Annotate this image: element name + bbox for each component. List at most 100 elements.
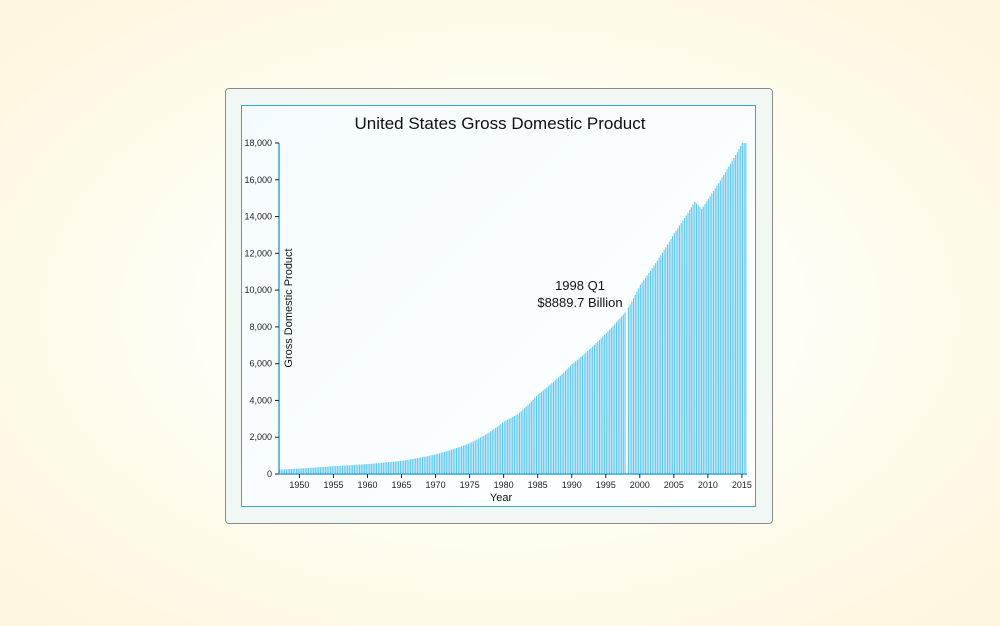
bar[interactable] xyxy=(444,451,446,474)
bar[interactable] xyxy=(301,468,303,474)
bar[interactable] xyxy=(297,468,299,474)
bar[interactable] xyxy=(418,457,420,474)
bar[interactable] xyxy=(546,387,548,474)
bar[interactable] xyxy=(736,152,738,475)
bar[interactable] xyxy=(367,464,369,474)
bar[interactable] xyxy=(420,457,422,474)
bar[interactable] xyxy=(313,467,315,474)
bar[interactable] xyxy=(324,466,327,474)
bar[interactable] xyxy=(425,456,427,474)
bar[interactable] xyxy=(387,462,390,474)
bar[interactable] xyxy=(518,412,521,474)
bar[interactable] xyxy=(561,374,563,474)
bar[interactable] xyxy=(389,462,391,474)
bar[interactable] xyxy=(621,316,623,474)
bar[interactable] xyxy=(369,463,371,474)
bar[interactable] xyxy=(731,160,733,474)
bar[interactable] xyxy=(488,432,490,474)
bar[interactable] xyxy=(399,460,401,474)
bar[interactable] xyxy=(718,183,720,474)
bar[interactable] xyxy=(503,421,505,474)
bar[interactable] xyxy=(331,466,333,474)
bar[interactable] xyxy=(486,433,488,474)
bar[interactable] xyxy=(721,177,723,475)
bar[interactable] xyxy=(619,318,621,474)
bar[interactable] xyxy=(379,462,381,474)
bar[interactable] xyxy=(522,409,524,474)
bar[interactable] xyxy=(638,288,640,474)
bar[interactable] xyxy=(330,466,332,474)
bar[interactable] xyxy=(632,298,635,474)
bar[interactable] xyxy=(364,464,366,474)
bar[interactable] xyxy=(653,265,655,474)
bar[interactable] xyxy=(512,416,514,474)
bar[interactable] xyxy=(289,469,291,474)
bar[interactable] xyxy=(304,468,306,474)
bar[interactable] xyxy=(634,294,636,474)
bar[interactable] xyxy=(515,415,517,474)
bar[interactable] xyxy=(663,250,665,474)
bar[interactable] xyxy=(610,327,612,474)
bar[interactable] xyxy=(299,468,301,474)
bar[interactable] xyxy=(442,452,444,474)
bar[interactable] xyxy=(382,462,384,474)
bar[interactable] xyxy=(428,455,430,474)
bar[interactable] xyxy=(508,418,510,474)
bar[interactable] xyxy=(500,424,502,474)
bar[interactable] xyxy=(321,467,323,474)
bar[interactable] xyxy=(416,458,418,474)
bar[interactable] xyxy=(590,347,592,474)
bar[interactable] xyxy=(530,401,532,474)
bar[interactable] xyxy=(411,459,413,474)
bar[interactable] xyxy=(352,465,354,474)
bar[interactable] xyxy=(677,228,679,474)
bar[interactable] xyxy=(554,380,556,474)
bar[interactable] xyxy=(532,399,534,474)
bar[interactable] xyxy=(639,284,641,474)
bar[interactable] xyxy=(716,185,718,474)
bar[interactable] xyxy=(520,411,522,474)
bar[interactable] xyxy=(735,155,737,474)
bar[interactable] xyxy=(318,467,320,474)
bar[interactable] xyxy=(575,361,577,474)
bar[interactable] xyxy=(333,466,335,474)
bar[interactable] xyxy=(467,443,469,474)
bar[interactable] xyxy=(510,417,512,474)
bar[interactable] xyxy=(658,258,660,474)
bar[interactable] xyxy=(374,463,376,474)
bar[interactable] xyxy=(406,459,408,474)
bar[interactable] xyxy=(706,201,708,475)
bar[interactable] xyxy=(381,462,383,474)
bar[interactable] xyxy=(440,452,442,474)
bar[interactable] xyxy=(656,260,658,474)
bar[interactable] xyxy=(576,359,578,474)
bar[interactable] xyxy=(391,461,393,474)
bar[interactable] xyxy=(702,206,704,474)
bar[interactable] xyxy=(595,343,597,474)
bar[interactable] xyxy=(365,464,367,474)
bar[interactable] xyxy=(644,277,646,474)
bar[interactable] xyxy=(307,467,310,474)
bar[interactable] xyxy=(449,450,451,474)
bar[interactable] xyxy=(384,462,386,475)
bar[interactable] xyxy=(726,169,728,474)
bar[interactable] xyxy=(319,467,321,474)
bar[interactable] xyxy=(323,466,325,474)
bar[interactable] xyxy=(348,465,350,474)
bar[interactable] xyxy=(423,456,425,474)
bar[interactable] xyxy=(432,455,434,474)
bar[interactable] xyxy=(435,454,437,474)
bar[interactable] xyxy=(617,320,619,474)
bar[interactable] xyxy=(336,465,338,474)
bar[interactable] xyxy=(410,459,412,474)
bar[interactable] xyxy=(433,454,435,474)
bar[interactable] xyxy=(525,406,527,474)
bar[interactable] xyxy=(631,301,633,474)
bar[interactable] xyxy=(309,467,311,474)
bar[interactable] xyxy=(592,346,594,474)
bar[interactable] xyxy=(347,465,349,474)
bar[interactable] xyxy=(660,255,662,474)
bar[interactable] xyxy=(498,425,500,474)
bar[interactable] xyxy=(685,215,687,474)
bar[interactable] xyxy=(471,442,473,474)
